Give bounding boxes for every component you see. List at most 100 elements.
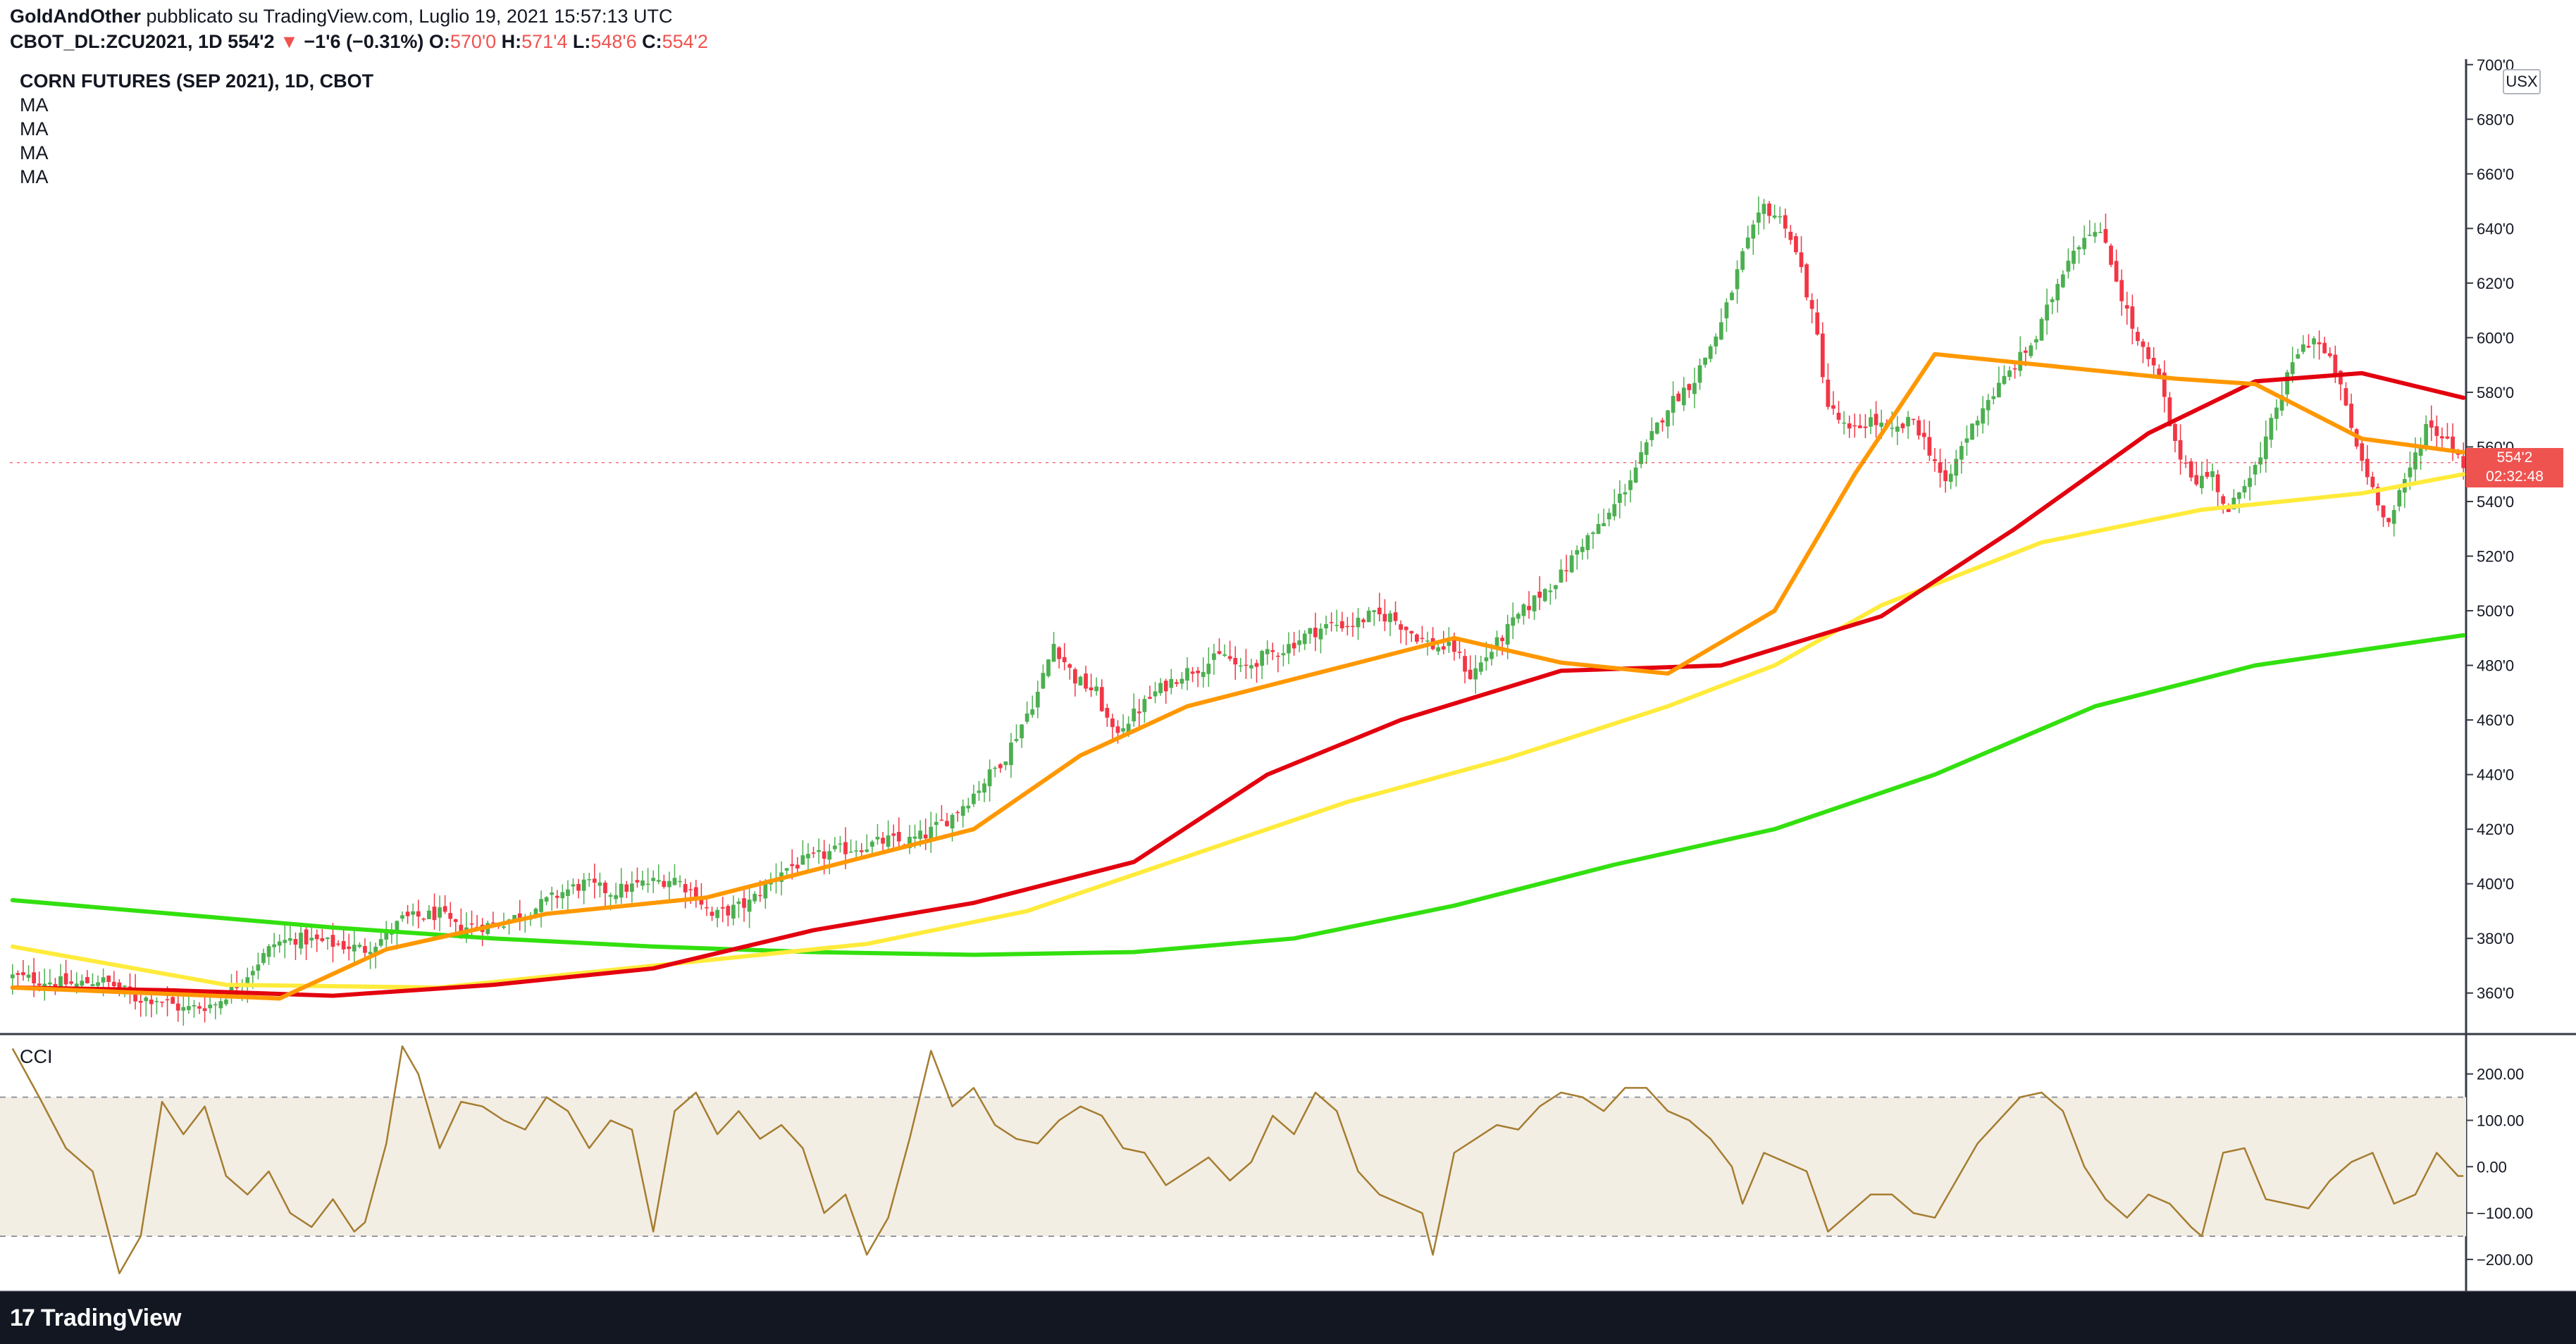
candle-body bbox=[539, 899, 543, 912]
author-name[interactable]: GoldAndOther bbox=[10, 6, 141, 27]
candle-body bbox=[1270, 650, 1275, 652]
moving-average-line-1 bbox=[10, 633, 2466, 957]
candle-body bbox=[1414, 634, 1419, 642]
legend-ma-4[interactable]: MA bbox=[20, 166, 49, 187]
candle-body bbox=[1399, 624, 1404, 630]
candle-body bbox=[395, 921, 400, 933]
tradingview-logo[interactable]: 17 TradingView bbox=[10, 1305, 181, 1332]
candle-body bbox=[1820, 333, 1825, 378]
candle-body bbox=[357, 945, 362, 947]
candle-body bbox=[1020, 724, 1024, 739]
currency-badge[interactable]: USX bbox=[2503, 69, 2541, 94]
candle-body bbox=[945, 821, 949, 826]
candle-body bbox=[106, 976, 111, 982]
legend-ma-2[interactable]: MA bbox=[20, 118, 49, 139]
candle-body bbox=[790, 864, 795, 866]
change-value: −1'6 (−0.31%) bbox=[304, 31, 424, 52]
candle-body bbox=[1126, 723, 1131, 733]
candle-body bbox=[299, 933, 303, 949]
candle-body bbox=[1067, 664, 1072, 668]
candle-body bbox=[683, 884, 688, 892]
candle-body bbox=[1542, 589, 1547, 602]
candle-body bbox=[1035, 692, 1040, 708]
candle-body bbox=[645, 883, 650, 885]
candle-body bbox=[1366, 610, 1371, 623]
candle-body bbox=[2269, 418, 2274, 440]
candle-body bbox=[1602, 523, 1606, 526]
candle-body bbox=[2029, 345, 2033, 356]
candle-body bbox=[912, 836, 917, 839]
candle-body bbox=[987, 769, 992, 787]
legend-ma-3[interactable]: MA bbox=[20, 142, 49, 163]
candle-body bbox=[1062, 657, 1067, 663]
candle-body bbox=[998, 764, 1003, 769]
candle-body bbox=[453, 919, 458, 922]
candle-body bbox=[2360, 443, 2365, 461]
candle-body bbox=[806, 854, 810, 859]
candle-body bbox=[400, 915, 404, 919]
candle-body bbox=[502, 926, 506, 928]
candle-body bbox=[2408, 467, 2413, 478]
candle-body bbox=[175, 1003, 180, 1011]
candle-body bbox=[581, 879, 586, 891]
candle-body bbox=[1452, 640, 1456, 652]
candle-body bbox=[432, 907, 437, 921]
candle-body bbox=[667, 881, 671, 888]
candle-body bbox=[2339, 371, 2343, 385]
candle-body bbox=[2136, 332, 2140, 342]
candle-body bbox=[1879, 423, 1884, 427]
chart-canvas[interactable]: 700'0680'0660'0640'0620'0600'0580'0560'0… bbox=[0, 59, 2576, 1292]
candle-body bbox=[1532, 595, 1537, 611]
tradingview-logo-icon: 17 bbox=[10, 1305, 35, 1331]
candle-body bbox=[363, 946, 367, 953]
candle-body bbox=[1115, 726, 1120, 733]
candle-body bbox=[37, 983, 42, 985]
candle-body bbox=[960, 806, 965, 816]
candle-body bbox=[1708, 346, 1713, 359]
candle-body bbox=[1767, 203, 1771, 216]
candle-body bbox=[154, 1001, 159, 1002]
candle-body bbox=[192, 1004, 197, 1007]
candle-body bbox=[1356, 617, 1361, 628]
candle-body bbox=[1335, 625, 1339, 626]
candle-body bbox=[202, 1008, 207, 1012]
candle-body bbox=[336, 943, 340, 945]
candle-body bbox=[1537, 591, 1542, 598]
candle-body bbox=[1511, 617, 1516, 626]
candle-body bbox=[1997, 382, 2001, 398]
candle-body bbox=[693, 887, 698, 901]
candle-body bbox=[555, 895, 559, 898]
candle-body bbox=[1761, 204, 1766, 214]
candle-body bbox=[1778, 216, 1783, 218]
candle-body bbox=[245, 977, 250, 988]
cci-legend[interactable]: CCI bbox=[20, 1046, 53, 1067]
price-tick-label: 620'0 bbox=[2477, 275, 2514, 292]
candle-body bbox=[2103, 229, 2108, 243]
candle-body bbox=[1714, 336, 1719, 347]
candle-body bbox=[2317, 342, 2322, 344]
candle-body bbox=[1249, 665, 1253, 668]
legend-ma-1[interactable]: MA bbox=[20, 94, 49, 116]
candle-body bbox=[2109, 245, 2113, 265]
candle-body bbox=[1606, 512, 1611, 520]
candle-body bbox=[1179, 678, 1184, 684]
candle-body bbox=[982, 783, 986, 793]
candle-body bbox=[2045, 304, 2049, 321]
candle-body bbox=[2098, 232, 2103, 233]
candle-body bbox=[448, 913, 453, 919]
candle-body bbox=[1612, 504, 1617, 516]
tradingview-logo-text: TradingView bbox=[40, 1305, 182, 1331]
candle-body bbox=[2023, 350, 2028, 353]
price-tick-label: 500'0 bbox=[2477, 602, 2514, 620]
candle-body bbox=[1206, 664, 1211, 674]
candle-body bbox=[1329, 622, 1334, 623]
candle-body bbox=[1148, 697, 1152, 699]
candle-body bbox=[1585, 535, 1590, 550]
candle-body bbox=[1772, 215, 1777, 218]
candle-body bbox=[1393, 612, 1398, 621]
candle-body bbox=[389, 933, 394, 935]
candle-body bbox=[1948, 473, 1953, 483]
candle-body bbox=[736, 901, 741, 904]
candle-body bbox=[1169, 678, 1174, 688]
high-value: 571'4 bbox=[521, 31, 568, 52]
